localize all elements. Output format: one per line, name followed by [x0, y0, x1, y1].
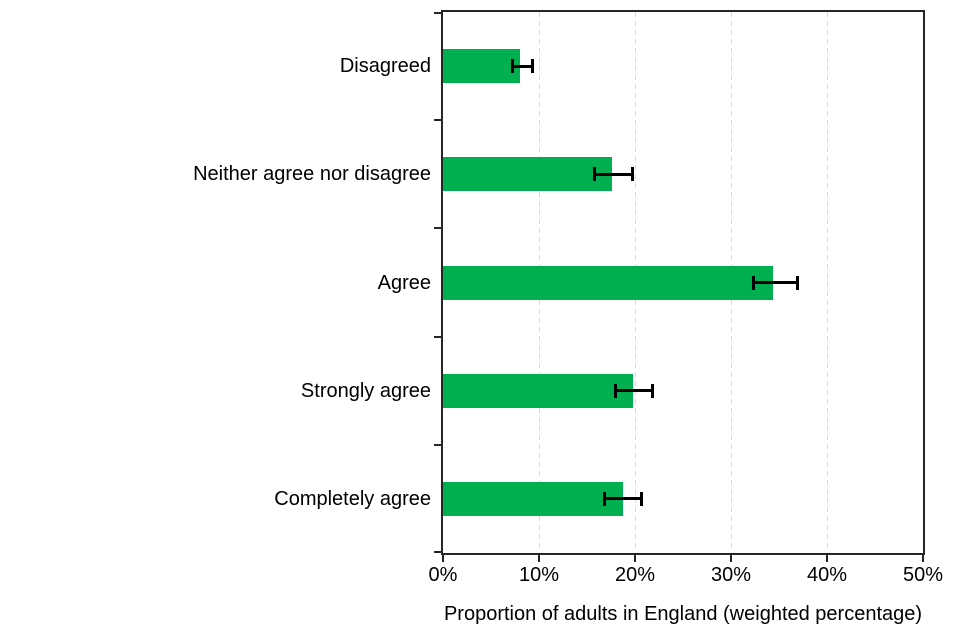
y-axis-tick-mark [434, 443, 441, 446]
x-axis-tick-mark-20 [634, 555, 636, 562]
x-tick-label-10: 10% [518, 564, 560, 586]
bar-completely-agree [443, 481, 624, 516]
bar-neither-agree-nor-disagree [443, 157, 612, 192]
category-label-completely-agree: Completely agree [274, 487, 431, 510]
x-axis-tick-mark-30 [730, 555, 732, 562]
x-tick-label-20: 20% [614, 564, 656, 586]
error-bar-strongly-agree [615, 389, 653, 393]
x-tick-label-0: 0% [428, 564, 458, 586]
x-tick-label-50: 50% [902, 564, 944, 586]
error-bar-cap-low-disagreed [510, 59, 514, 74]
category-label-agree: Agree [377, 271, 431, 294]
error-bar-cap-high-disagreed [530, 59, 534, 74]
category-label-strongly-agree: Strongly agree [300, 379, 431, 402]
error-bar-cap-low-completely-agree [602, 491, 606, 506]
error-bar-cap-low-agree [751, 275, 755, 290]
y-axis-tick-mark [434, 335, 441, 338]
error-bar-cap-low-neither-agree-nor-disagree [593, 167, 597, 182]
category-label-disagreed: Disagreed [339, 55, 431, 78]
error-bar-cap-high-strongly-agree [650, 383, 654, 398]
x-tick-label-40: 40% [806, 564, 848, 586]
category-label-neither-agree-nor-disagree: Neither agree nor disagree [193, 163, 431, 186]
error-bar-cap-low-strongly-agree [614, 383, 618, 398]
error-bar-neither-agree-nor-disagree [594, 172, 633, 176]
y-axis-tick-mark [434, 12, 441, 14]
x-axis-tick-mark-50 [922, 555, 924, 562]
error-bar-cap-high-neither-agree-nor-disagree [630, 167, 634, 182]
x-axis-tick-mark-40 [826, 555, 828, 562]
y-axis-tick-mark [434, 551, 441, 553]
y-axis-tick-mark [434, 227, 441, 230]
x-axis-tick-mark-0 [442, 555, 444, 562]
error-bar-cap-high-agree [795, 275, 799, 290]
x-axis-title: Proportion of adults in England (weighte… [443, 603, 923, 625]
plot-area [434, 10, 925, 562]
error-bar-disagreed [512, 64, 533, 68]
bar-disagreed [443, 49, 520, 84]
error-bar-agree [753, 281, 798, 284]
error-bar-completely-agree [604, 497, 642, 501]
error-bar-cap-high-completely-agree [640, 491, 644, 506]
y-axis-tick-mark [434, 119, 441, 122]
gridline-40 [826, 12, 828, 553]
bar-agree [443, 265, 774, 300]
bar-strongly-agree [443, 373, 634, 408]
x-tick-label-30: 30% [710, 564, 752, 586]
x-axis-tick-mark-10 [538, 555, 540, 562]
